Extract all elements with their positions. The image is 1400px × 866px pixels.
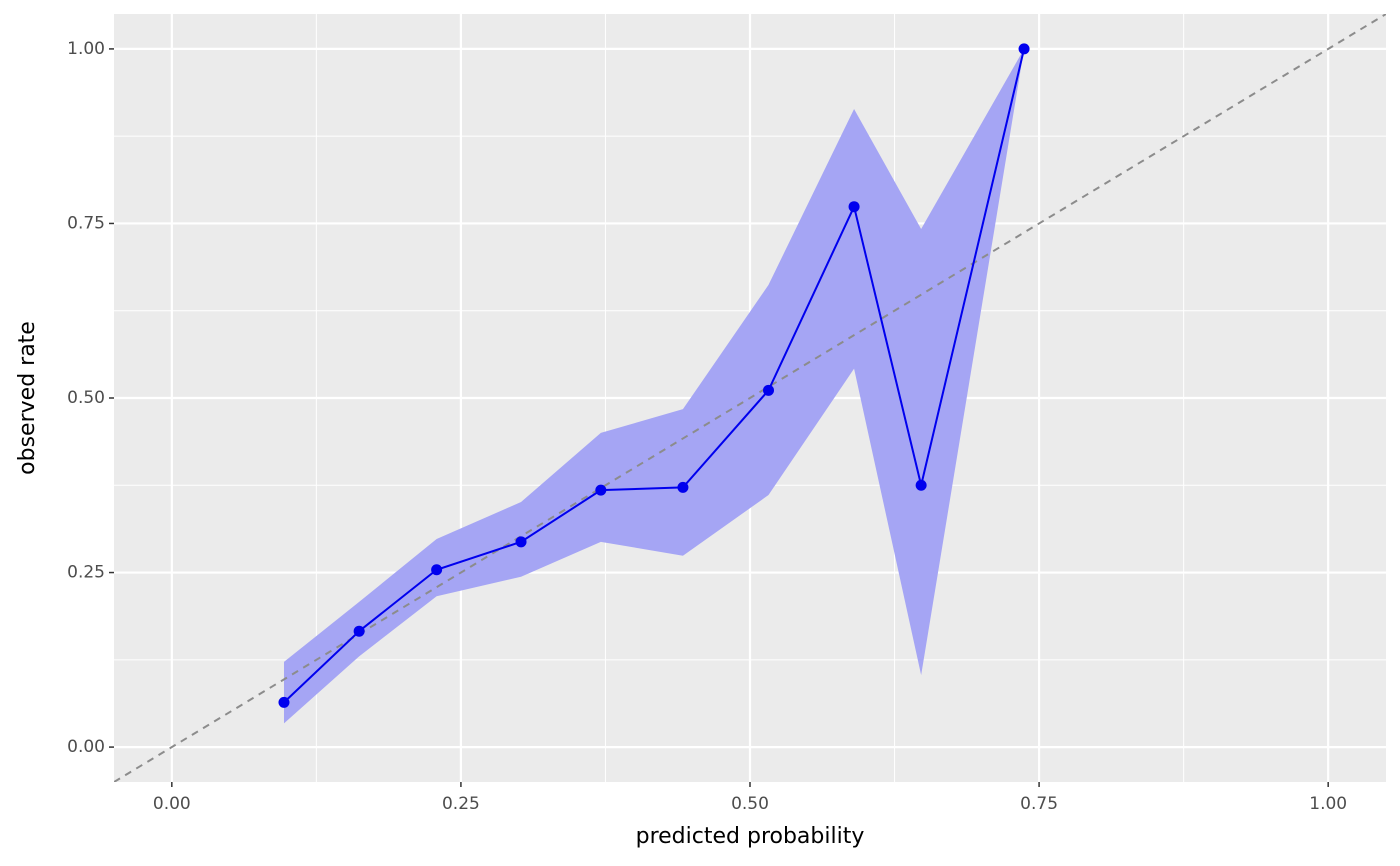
data-point: [848, 201, 860, 213]
reference-line: [114, 14, 1386, 782]
data-point: [763, 384, 775, 396]
x-tick-label: 0.75: [1020, 794, 1058, 814]
data-point: [1018, 43, 1030, 55]
x-tick-label: 0.50: [731, 794, 769, 814]
data-point: [515, 536, 527, 548]
y-tick-label: 1.00: [67, 39, 105, 59]
data-point: [431, 564, 443, 576]
x-tick-label: 0.25: [442, 794, 480, 814]
y-tick-label: 0.50: [67, 388, 105, 408]
x-tick-label: 0.00: [153, 794, 191, 814]
y-tick-label: 0.25: [67, 563, 105, 583]
data-point: [353, 625, 365, 637]
plot-area: [114, 14, 1386, 782]
data-point: [915, 479, 927, 491]
y-tick-label: 0.75: [67, 213, 105, 233]
data-point: [595, 484, 607, 496]
data-point: [677, 481, 689, 493]
x-tick-label: 1.00: [1309, 794, 1347, 814]
x-axis-title: predicted probability: [636, 824, 865, 849]
y-axis-title: observed rate: [15, 321, 40, 475]
data-point: [278, 696, 290, 708]
confidence-band: [283, 48, 1025, 724]
y-tick-label: 0.00: [67, 737, 105, 757]
calibration-line: [283, 48, 1026, 704]
